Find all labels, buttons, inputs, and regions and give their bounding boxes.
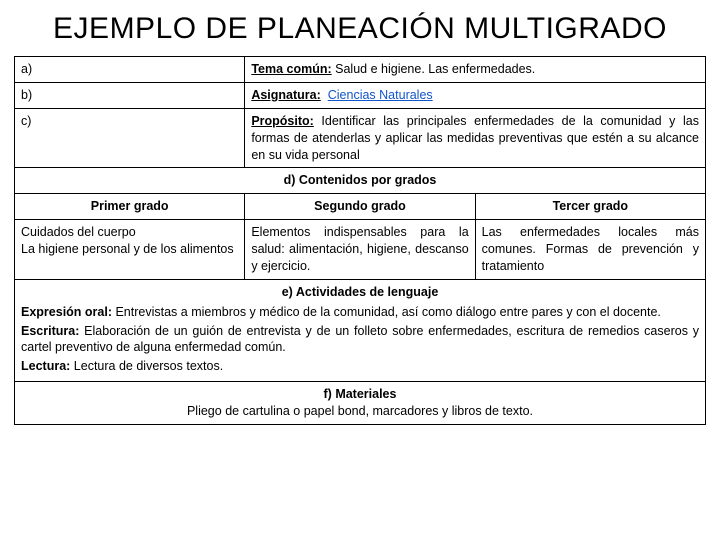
row-c-label: Propósito: (251, 114, 314, 128)
section-f-content: f) Materiales Pliego de cartulina o pape… (15, 382, 706, 425)
section-e-content: e) Actividades de lenguaje Expresión ora… (15, 279, 706, 381)
row-b: b) Asignatura: Ciencias Naturales (15, 82, 706, 108)
row-c-text: Identificar las principales enfermedades… (251, 114, 699, 162)
row-c: c) Propósito: Identificar las principale… (15, 108, 706, 168)
lectura-text: Lectura de diversos textos. (70, 359, 223, 373)
row-a-content: Tema común: Salud e higiene. Las enferme… (245, 57, 706, 83)
section-e-row: e) Actividades de lenguaje Expresión ora… (15, 279, 706, 381)
row-b-label: Asignatura: (251, 88, 320, 102)
grade1-body: Cuidados del cuerpoLa higiene personal y… (15, 220, 245, 280)
planning-table: a) Tema común: Salud e higiene. Las enfe… (14, 56, 706, 425)
section-f-text: Pliego de cartulina o papel bond, marcad… (187, 404, 533, 418)
row-a-text: Salud e higiene. Las enfermedades. (332, 62, 536, 76)
section-f-title: f) Materiales (324, 387, 397, 401)
row-b-letter: b) (15, 82, 245, 108)
grade3-header: Tercer grado (475, 194, 705, 220)
section-f-row: f) Materiales Pliego de cartulina o pape… (15, 382, 706, 425)
grade-body-row: Cuidados del cuerpoLa higiene personal y… (15, 220, 706, 280)
row-a-label: Tema común: (251, 62, 331, 76)
row-c-letter: c) (15, 108, 245, 168)
row-a-letter: a) (15, 57, 245, 83)
grade2-header: Segundo grado (245, 194, 475, 220)
oral-label: Expresión oral: (21, 305, 112, 319)
row-b-content: Asignatura: Ciencias Naturales (245, 82, 706, 108)
section-e-title: e) Actividades de lenguaje (21, 284, 699, 301)
row-c-content: Propósito: Identificar las principales e… (245, 108, 706, 168)
lectura-label: Lectura: (21, 359, 70, 373)
grade1-header: Primer grado (15, 194, 245, 220)
section-d-header: d) Contenidos por grados (15, 168, 706, 194)
section-d-title: d) Contenidos por grados (15, 168, 706, 194)
escritura-label: Escritura: (21, 324, 79, 338)
row-b-link[interactable]: Ciencias Naturales (328, 88, 433, 102)
grade2-body: Elementos indispensables para la salud: … (245, 220, 475, 280)
page-title: EJEMPLO DE PLANEACIÓN MULTIGRADO (14, 12, 706, 46)
escritura-text: Elaboración de un guión de entrevista y … (21, 324, 699, 355)
row-a: a) Tema común: Salud e higiene. Las enfe… (15, 57, 706, 83)
oral-text: Entrevistas a miembros y médico de la co… (112, 305, 661, 319)
grade3-body: Las enfermedades locales más comunes. Fo… (475, 220, 705, 280)
grade-header-row: Primer grado Segundo grado Tercer grado (15, 194, 706, 220)
